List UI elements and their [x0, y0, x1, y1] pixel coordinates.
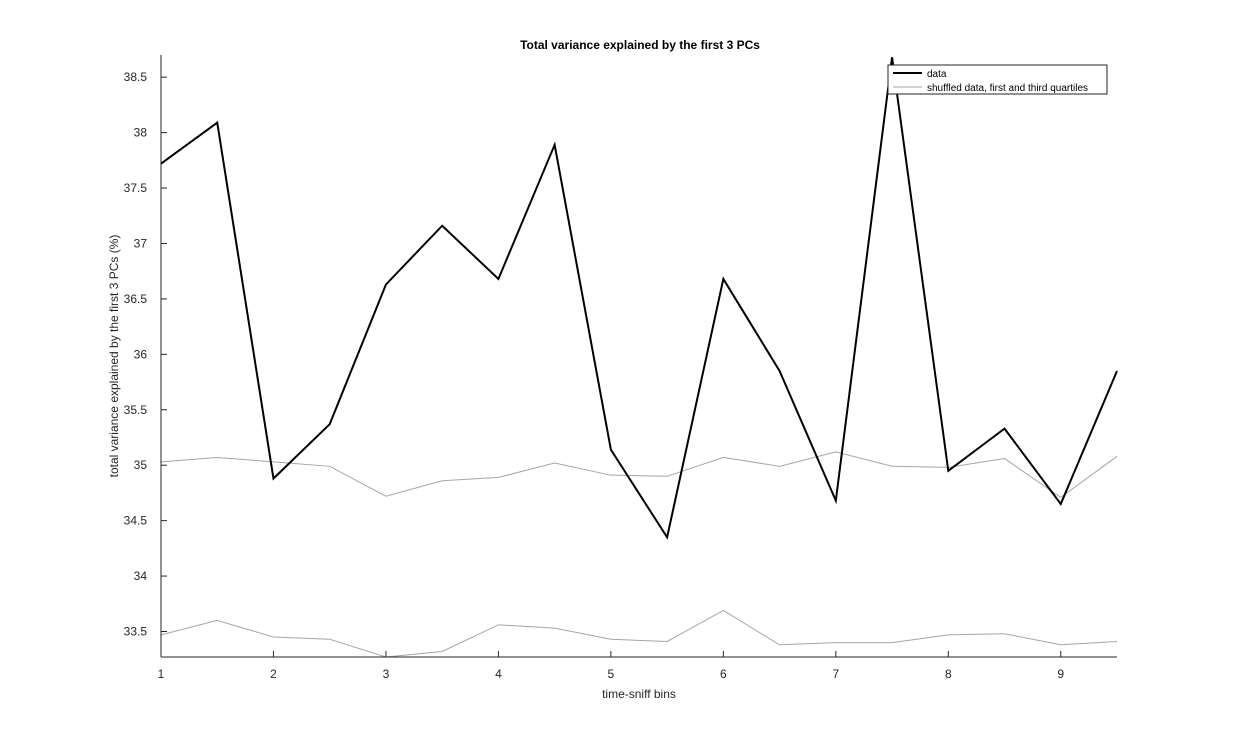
series-line-1: [160, 451, 1118, 498]
legend: data shuffled data, first and third quar…: [887, 64, 1108, 95]
y-tick-label: 35.5: [124, 403, 148, 417]
x-tick-label: 3: [383, 667, 390, 681]
y-tick-label: 37: [134, 236, 148, 250]
y-tick-label: 34: [134, 569, 148, 583]
y-tick-label: 36.5: [124, 292, 148, 306]
y-tick-label: 35: [134, 458, 148, 472]
y-tick-label: 33.5: [124, 625, 148, 639]
x-tick-label: 1: [158, 667, 165, 681]
y-tick-label: 38.5: [124, 70, 148, 84]
y-tick-label: 38: [134, 126, 148, 140]
chart-title: Total variance explained by the first 3 …: [520, 38, 760, 52]
y-axis-label: total variance explained by the first 3 …: [107, 235, 121, 478]
x-tick-label: 2: [270, 667, 277, 681]
legend-label-shuffled: shuffled data, first and third quartiles: [927, 83, 1088, 94]
axes-layer: 1 2 3 4 5 6 7 8 933.53434.53535.53636.53737.5383…: [124, 55, 1117, 681]
legend-box: [887, 64, 1108, 95]
y-tick-label: 37.5: [124, 181, 148, 195]
series-line-2: [160, 609, 1118, 658]
y-tick-label: 36: [134, 347, 148, 361]
series-layer: [160, 57, 1118, 658]
legend-label-data: data: [927, 69, 947, 80]
x-tick-label: 5: [608, 667, 615, 681]
x-axis-label: time-sniff bins: [602, 687, 676, 701]
x-tick-label: 7: [832, 667, 839, 681]
y-tick-label: 34.5: [124, 514, 148, 528]
x-tick-label: 8: [945, 667, 952, 681]
x-tick-label: 6: [720, 667, 727, 681]
x-tick-label: 4: [495, 667, 502, 681]
series-line-0: [160, 57, 1118, 540]
x-tick-label: 9: [1057, 667, 1064, 681]
